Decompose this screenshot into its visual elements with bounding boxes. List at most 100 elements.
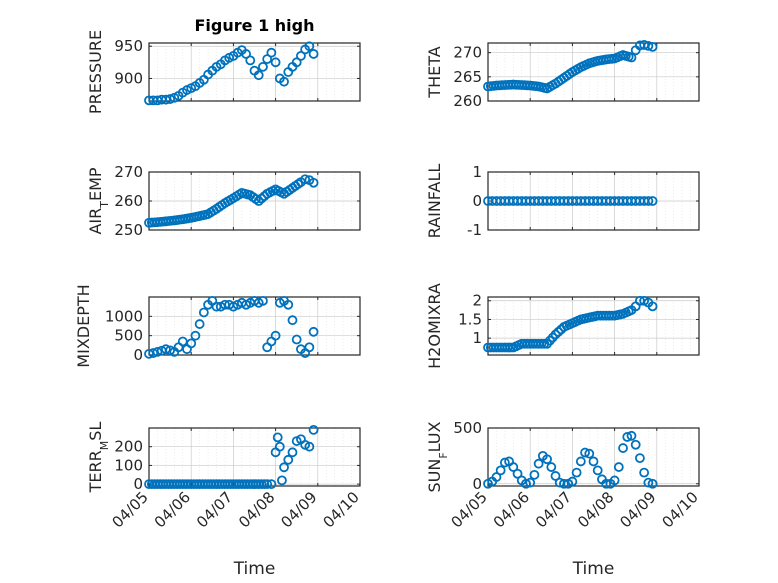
y-axis-label: MIXDEPTH <box>74 284 93 367</box>
data-point <box>647 301 658 312</box>
data-point <box>626 52 637 63</box>
subplot-2: 260 265 270 THETA <box>425 40 700 110</box>
y-tick-label: 200 <box>114 438 143 456</box>
data-point <box>304 441 315 452</box>
data-point <box>270 57 281 68</box>
data-point <box>626 430 637 441</box>
data-point <box>253 196 264 206</box>
data-point <box>495 465 506 476</box>
y-tick-label: 0 <box>133 346 143 364</box>
data-point <box>300 174 311 185</box>
data-point <box>580 447 590 458</box>
data-point <box>550 329 561 340</box>
data-point <box>588 456 599 467</box>
data-point <box>559 478 569 489</box>
data-series <box>144 41 319 106</box>
data-point <box>643 477 654 488</box>
data-point <box>308 49 319 59</box>
y-tick-label: 0 <box>472 475 482 493</box>
y-tick-label: 1.5 <box>458 310 482 328</box>
data-series <box>483 295 658 353</box>
y-tick-label: 270 <box>114 163 143 181</box>
data-point <box>533 458 544 469</box>
y-tick-label: 1 <box>472 163 482 181</box>
x-axis-label: Time <box>233 559 276 579</box>
data-point <box>542 454 552 465</box>
y-tick-label: 250 <box>114 221 143 239</box>
y-tick-label: -1 <box>467 221 482 239</box>
data-point <box>198 307 209 318</box>
y-axis-label: THETA <box>425 46 444 98</box>
data-point <box>592 465 603 476</box>
data-point <box>258 295 268 306</box>
data-point <box>266 47 277 58</box>
y-tick-label: 260 <box>114 192 143 210</box>
data-point <box>546 462 557 472</box>
y-tick-label: 500 <box>453 419 482 437</box>
data-point <box>613 462 624 472</box>
data-point <box>253 70 264 81</box>
data-point <box>287 447 298 458</box>
subplot-1: 900 950 PRESSURE Figure 1 high <box>86 16 361 114</box>
data-point <box>499 457 510 468</box>
y-tick-label: 270 <box>453 44 482 62</box>
data-point <box>262 479 273 490</box>
data-point <box>304 342 315 353</box>
data-point <box>148 348 159 358</box>
y-axis-label: H2OMIXRA <box>425 283 444 369</box>
data-point <box>274 441 285 452</box>
y-tick-label: 900 <box>114 69 143 87</box>
y-tick-label: 100 <box>114 456 143 474</box>
x-axis-label: Time <box>572 559 615 579</box>
axes-box <box>487 296 700 356</box>
y-axis-label: AIRTEMP <box>86 167 111 234</box>
data-point <box>256 193 267 204</box>
data-series <box>144 295 319 359</box>
data-point <box>186 338 197 349</box>
data-point <box>567 476 578 487</box>
data-point <box>584 448 595 459</box>
data-point <box>647 478 658 489</box>
data-point <box>194 319 205 329</box>
data-point <box>508 462 519 472</box>
data-point <box>258 61 268 72</box>
y-tick-label: 265 <box>453 68 482 86</box>
data-series <box>483 40 658 94</box>
data-series <box>483 430 658 489</box>
axes-box <box>148 42 361 102</box>
data-series <box>144 174 319 228</box>
data-point <box>245 55 256 66</box>
data-point <box>270 330 281 341</box>
data-point <box>272 432 283 443</box>
data-point <box>643 41 654 51</box>
subplot-4: -1 0 1 RAINFALL <box>425 163 700 239</box>
axes-box <box>487 42 700 102</box>
data-point <box>635 453 645 464</box>
data-point <box>639 467 650 478</box>
data-point <box>279 76 289 87</box>
chart-title: Figure 1 high <box>195 16 315 35</box>
data-point <box>277 475 287 486</box>
data-point <box>308 326 319 337</box>
data-point <box>525 477 536 488</box>
y-tick-label: 260 <box>453 92 482 110</box>
data-point <box>308 177 319 188</box>
data-point <box>575 456 586 467</box>
y-tick-label: 2 <box>472 292 482 310</box>
data-point <box>308 424 319 435</box>
data-point <box>609 475 620 486</box>
data-point <box>622 432 633 442</box>
data-point <box>529 469 540 480</box>
data-point <box>553 327 564 337</box>
data-point <box>512 468 523 479</box>
data-point <box>266 479 277 490</box>
y-axis-label: SUNFLUX <box>425 421 450 492</box>
data-point <box>287 315 298 326</box>
data-point <box>643 196 654 206</box>
subplot-6: 11.52 H2OMIXRA <box>425 283 700 369</box>
data-series <box>483 196 658 206</box>
data-point <box>630 439 641 450</box>
